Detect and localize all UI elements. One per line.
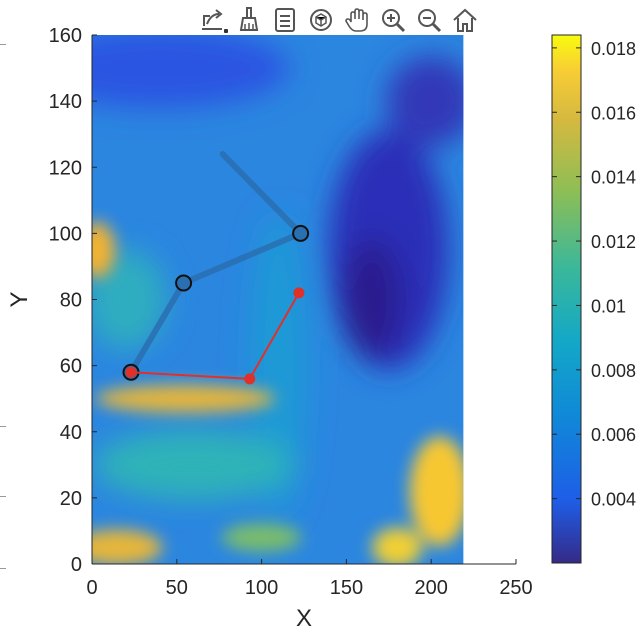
- colorbar-tick-label: 0.004: [591, 490, 636, 510]
- legend-icon[interactable]: [268, 3, 302, 37]
- series-marker-red: [125, 366, 137, 378]
- x-tick-label: 50: [166, 577, 188, 599]
- x-axis-label: X: [296, 605, 312, 632]
- window-edge-mark: [0, 426, 6, 427]
- y-axis-label: Y: [6, 291, 33, 307]
- export-icon[interactable]: [196, 3, 230, 37]
- y-tick-label: 160: [49, 25, 82, 47]
- colorbar-tick-label: 0.018: [591, 39, 636, 59]
- series-marker-red: [293, 287, 305, 299]
- x-tick-label: 150: [330, 577, 363, 599]
- x-axis: 0 50 100 150 200 250: [86, 559, 533, 599]
- series-marker-red: [244, 373, 256, 385]
- y-tick-label: 20: [60, 488, 82, 510]
- series-line-blue: [128, 151, 304, 376]
- colorbar-tick-label: 0.008: [591, 361, 636, 381]
- window-edge-mark: [0, 44, 6, 45]
- window-edge-mark: [0, 568, 6, 569]
- window-edge-mark: [0, 496, 6, 497]
- figure-toolbar: [196, 2, 482, 38]
- colorbar-tick-label: 0.01: [591, 296, 626, 316]
- x-tick-label: 0: [86, 577, 97, 599]
- y-tick-label: 80: [60, 290, 82, 312]
- colorbar-tick-label: 0.016: [591, 103, 636, 123]
- y-tick-label: 40: [60, 422, 82, 444]
- x-tick-label: 250: [499, 577, 532, 599]
- zoom-in-icon[interactable]: [376, 3, 410, 37]
- pan-hand-icon[interactable]: [340, 3, 374, 37]
- brush-icon[interactable]: [232, 3, 266, 37]
- y-axis: 0 20 40 60 80 100 120 140 160: [49, 25, 97, 576]
- zoom-out-icon[interactable]: [412, 3, 446, 37]
- rotate-3d-icon[interactable]: [304, 3, 338, 37]
- series-layer: [122, 151, 310, 385]
- y-tick-label: 0: [71, 554, 82, 576]
- colorbar-ticks: 0.004 0.006 0.008 0.01 0.012 0.014 0.016 0.018: [552, 39, 636, 510]
- colorbar[interactable]: [551, 34, 582, 564]
- y-tick-label: 100: [49, 223, 82, 245]
- colorbar-tick-label: 0.012: [591, 232, 636, 252]
- x-tick-label: 200: [415, 577, 448, 599]
- y-tick-label: 140: [49, 91, 82, 113]
- series-marker-blue: [175, 274, 193, 292]
- home-icon[interactable]: [448, 3, 482, 37]
- x-tick-label: 100: [245, 577, 278, 599]
- heatmap-image: [92, 35, 464, 564]
- y-tick-label: 60: [60, 356, 82, 378]
- colorbar-tick-label: 0.014: [591, 168, 636, 188]
- colorbar-tick-label: 0.006: [591, 425, 636, 445]
- y-tick-label: 120: [49, 157, 82, 179]
- series-marker-blue: [292, 224, 310, 242]
